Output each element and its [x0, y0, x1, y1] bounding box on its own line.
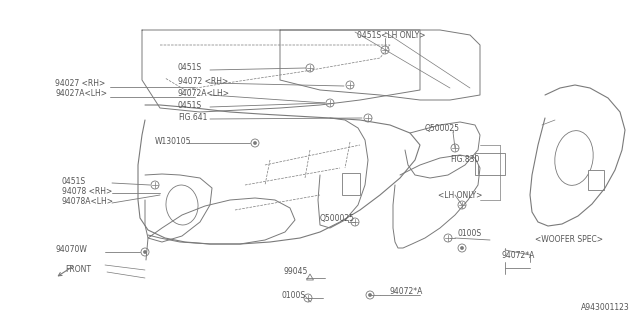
Circle shape [460, 246, 463, 250]
Text: 99045: 99045 [283, 268, 307, 276]
Text: Q500025: Q500025 [425, 124, 460, 132]
Text: FRONT: FRONT [65, 266, 91, 275]
Text: 94027A<LH>: 94027A<LH> [55, 89, 107, 98]
Text: W130105: W130105 [155, 137, 191, 146]
Text: FIG.641: FIG.641 [178, 113, 207, 122]
Circle shape [143, 250, 147, 253]
Bar [342, 173, 360, 195]
Text: FIG.830: FIG.830 [450, 156, 479, 164]
Text: 0451S: 0451S [62, 177, 86, 186]
Text: 94072 <RH>: 94072 <RH> [178, 76, 228, 85]
Text: 94072A<LH>: 94072A<LH> [178, 89, 230, 98]
Ellipse shape [555, 131, 593, 185]
Text: <LH ONLY>: <LH ONLY> [438, 190, 483, 199]
Text: 94072*A: 94072*A [390, 287, 424, 297]
Bar [588, 170, 604, 190]
Text: 94078 <RH>: 94078 <RH> [62, 187, 112, 196]
Text: 94027 <RH>: 94027 <RH> [55, 78, 105, 87]
Text: 94070W: 94070W [55, 245, 87, 254]
Circle shape [253, 141, 257, 145]
Text: 0451S: 0451S [178, 100, 202, 109]
Text: 94078A<LH>: 94078A<LH> [62, 196, 114, 205]
Polygon shape [307, 274, 314, 280]
Text: A943001123: A943001123 [581, 303, 630, 312]
Text: 0451S: 0451S [178, 63, 202, 73]
Text: 94072*A: 94072*A [502, 251, 536, 260]
Ellipse shape [166, 185, 198, 225]
Text: 0100S: 0100S [282, 291, 306, 300]
Text: 0451S<LH ONLY>: 0451S<LH ONLY> [357, 31, 426, 41]
Circle shape [369, 293, 372, 297]
Text: 0100S: 0100S [457, 228, 481, 237]
Text: <WOOFER SPEC>: <WOOFER SPEC> [535, 236, 603, 244]
Text: Q500025: Q500025 [320, 213, 355, 222]
Bar [475, 153, 505, 175]
